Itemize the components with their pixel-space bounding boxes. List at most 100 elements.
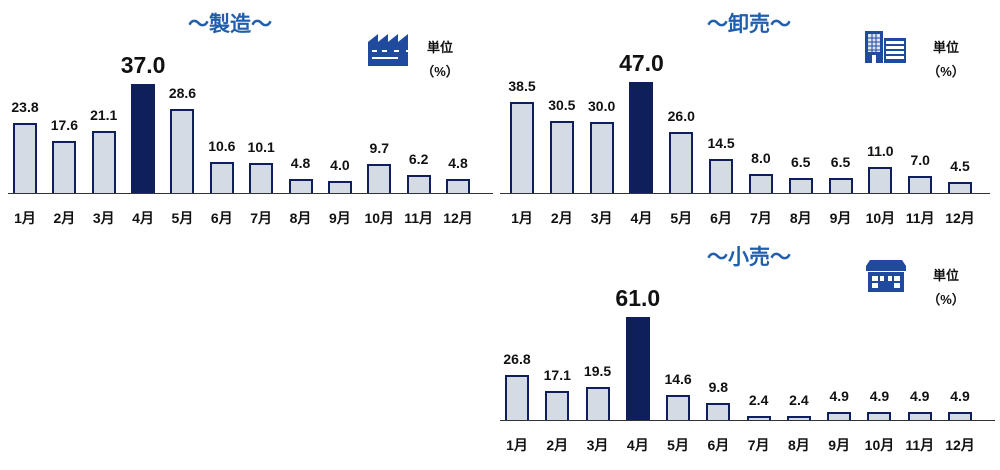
bar-10 [867, 411, 892, 420]
store-icon [864, 258, 908, 297]
x-tick-label: 9月 [829, 210, 852, 226]
x-tick-label: 11月 [404, 210, 434, 226]
x-tick-label: 6月 [710, 210, 732, 226]
x-tick-label: 12月 [443, 210, 473, 226]
data-label: 17.6 [50, 117, 78, 134]
unit-label: 単位（%） [927, 268, 965, 307]
x-tick-label: 8月 [289, 210, 312, 226]
bar-12 [948, 411, 972, 420]
x-tick-label: 5月 [667, 437, 689, 453]
x-tick-label: 3月 [92, 210, 115, 226]
bar-9 [827, 411, 852, 420]
bar-6 [209, 161, 234, 193]
unit-label: 単位（%） [421, 40, 459, 79]
bar-6 [706, 403, 731, 420]
bar-2 [52, 141, 77, 193]
factory-icon [366, 32, 414, 71]
x-tick-label: 10月 [865, 210, 896, 226]
data-label: 6.5 [790, 153, 811, 170]
x-tick-label: 2月 [550, 210, 573, 226]
data-label: 19.5 [583, 363, 612, 380]
bar-11 [907, 411, 932, 420]
bar-11 [406, 174, 431, 193]
data-label: 26.0 [667, 107, 695, 124]
data-label: 14.5 [707, 134, 735, 151]
data-label: 37.0 [120, 52, 166, 78]
bar-12 [948, 182, 972, 193]
bar-5 [669, 131, 694, 193]
x-tick-label: 8月 [788, 437, 810, 453]
data-label: 47.0 [619, 50, 664, 76]
data-label: 2.4 [748, 391, 769, 408]
bar-2 [549, 120, 574, 193]
x-tick-label: 3月 [586, 437, 609, 453]
data-label: 9.8 [708, 379, 729, 396]
office-building-icon [864, 30, 908, 69]
x-tick-label: 7月 [747, 437, 770, 453]
bar-1 [510, 102, 534, 193]
data-label: 28.6 [168, 84, 197, 101]
data-label: 4.8 [448, 154, 468, 171]
x-tick-label: 3月 [590, 210, 613, 226]
data-label: 17.1 [543, 367, 571, 384]
data-label: 10.1 [247, 139, 275, 156]
data-label: 10.6 [208, 137, 236, 154]
bar-11 [908, 176, 933, 193]
data-label: 4.9 [950, 387, 970, 404]
bar-8 [288, 178, 313, 193]
bar-4 [625, 317, 650, 420]
bar-4 [629, 82, 654, 193]
data-label: 4.9 [869, 387, 890, 404]
x-axis [500, 193, 990, 194]
bar-7 [748, 174, 773, 193]
x-tick-label: 1月 [511, 210, 533, 226]
data-label: 8.0 [751, 150, 771, 167]
data-label: 30.5 [548, 96, 576, 113]
x-tick-label: 5月 [670, 210, 693, 226]
bar-7 [249, 163, 274, 193]
data-label: 30.0 [588, 98, 616, 115]
data-label: 9.7 [369, 140, 389, 157]
bar-5 [666, 395, 691, 420]
bar-8 [788, 177, 813, 193]
data-label: 4.9 [829, 387, 849, 404]
x-tick-label: 8月 [789, 210, 812, 226]
bar-3 [91, 130, 116, 193]
x-tick-label: 9月 [828, 437, 851, 453]
data-label: 23.8 [11, 98, 39, 115]
data-label: 6.2 [408, 150, 429, 167]
x-tick-label: 1月 [506, 437, 528, 453]
data-label: 4.0 [330, 157, 350, 174]
x-tick-label: 9月 [329, 210, 351, 226]
bar-3 [589, 122, 614, 193]
x-tick-label: 2月 [546, 437, 569, 453]
x-tick-label: 2月 [53, 210, 76, 226]
bar-10 [868, 167, 893, 193]
data-label: 4.5 [950, 158, 970, 175]
x-tick-label: 12月 [945, 210, 975, 226]
x-tick-label: 7月 [250, 210, 273, 226]
data-label: 7.0 [910, 152, 930, 169]
chart-title: ～小売～ [707, 246, 791, 269]
x-tick-label: 5月 [171, 210, 194, 226]
x-tick-label: 11月 [905, 437, 935, 453]
bar-4 [131, 84, 156, 193]
x-tick-label: 4月 [626, 437, 649, 453]
data-label: 14.6 [664, 371, 692, 388]
bar-3 [585, 387, 610, 420]
bar-1 [13, 122, 37, 193]
bar-10 [367, 164, 392, 193]
bar-6 [709, 158, 734, 193]
x-tick-label: 1月 [14, 210, 36, 226]
chart-title: ～製造～ [188, 13, 272, 36]
data-label: 38.5 [508, 78, 536, 95]
bar-1 [505, 374, 529, 420]
data-label: 6.5 [830, 153, 851, 170]
x-tick-label: 11月 [905, 210, 935, 226]
x-tick-label: 4月 [630, 210, 653, 226]
x-tick-label: 10月 [364, 210, 395, 226]
data-label: 61.0 [615, 285, 661, 311]
x-tick-label: 4月 [132, 210, 154, 226]
data-label: 26.8 [503, 350, 531, 367]
bar-5 [170, 108, 195, 193]
